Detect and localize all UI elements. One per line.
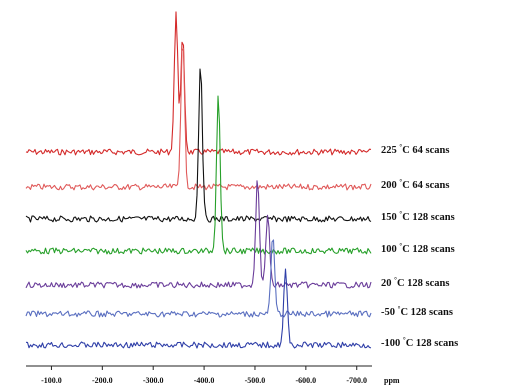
traces-layer <box>25 11 372 349</box>
spectrum-trace <box>25 239 372 318</box>
spectrum-trace <box>25 47 372 191</box>
series-label: 225 °C 64 scans <box>381 143 449 156</box>
x-tick-label: -200.0 <box>92 376 113 385</box>
spectrum-trace <box>25 68 372 223</box>
spectrum-trace <box>25 95 372 255</box>
x-tick-label: -400.0 <box>194 376 215 385</box>
x-axis: -100.0 -200.0 -300.0 -400.0 -500.0 -600.0 -700… <box>26 365 372 385</box>
spectrum-trace <box>25 268 372 349</box>
spectrum-trace <box>25 180 372 289</box>
x-tick-label: -500.0 <box>245 376 266 385</box>
x-tick-label: -300.0 <box>143 376 164 385</box>
series-label: -50 °C 128 scans <box>381 305 453 318</box>
series-label: 20 °C 128 scans <box>381 276 449 289</box>
series-label: 200 °C 64 scans <box>381 178 449 191</box>
series-label: 150 °C 128 scans <box>381 210 455 223</box>
x-axis-title: ppm <box>384 376 400 385</box>
series-labels: 225 °C 64 scans 200 °C 64 scans 150 °C 128… <box>381 143 458 349</box>
x-tick-label: -600.0 <box>296 376 317 385</box>
series-label: 100 °C 128 scans <box>381 242 455 255</box>
series-label: -100 °C 128 scans <box>381 336 458 349</box>
x-tick-label: -100.0 <box>41 376 62 385</box>
x-tick-label: -700.0 <box>346 376 367 385</box>
